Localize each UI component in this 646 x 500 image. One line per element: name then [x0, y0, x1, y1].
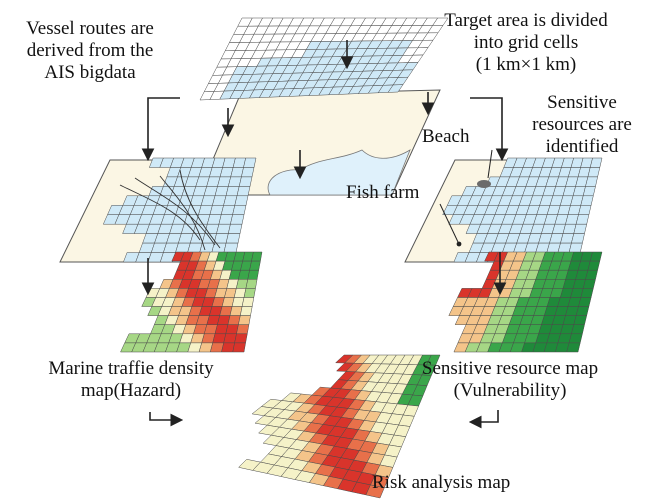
traffic-density-grid [120, 251, 263, 353]
grid-cell [585, 269, 598, 280]
grid-cell [247, 269, 259, 280]
grid-cell [211, 242, 227, 253]
fish-farm-pointer [439, 203, 459, 243]
grid-cell [234, 333, 248, 344]
grid-cell [241, 167, 255, 178]
grid-cell [239, 306, 253, 316]
grid-cell [232, 205, 247, 215]
grid-cell [568, 333, 583, 344]
grid-cell [238, 315, 251, 325]
grid-cell [573, 315, 588, 325]
grid-cell [575, 214, 590, 225]
target-area-base-layer [197, 89, 441, 196]
flow-arrows [141, 40, 509, 429]
grid-cell [587, 260, 601, 271]
grid-cell [387, 84, 404, 93]
grid-cell [225, 324, 239, 335]
risk-analysis-map-label: Risk analysis map [372, 472, 511, 493]
grid-cell [249, 260, 261, 271]
traffic-density-map-label: Marine traffie density map(Hazard) [48, 358, 214, 401]
grid-cell [578, 297, 592, 307]
grid-cell [243, 157, 257, 168]
arrow-vulnerability-to-risk [468, 410, 499, 429]
fish-farm-marker [456, 241, 462, 247]
grid-cell [571, 324, 585, 335]
grid-cell [582, 186, 596, 197]
grid-cell [223, 333, 237, 344]
beach-label: Beach [422, 126, 470, 147]
grid-cell [245, 279, 258, 289]
arrow-vessel-to-map [141, 97, 180, 162]
grid-cell [236, 324, 250, 335]
grid-cell [230, 214, 245, 225]
arrow-hazard-to-risk [149, 412, 184, 427]
risk-analysis-grid [238, 354, 441, 499]
fish-farm-label: Fish farm [346, 182, 420, 203]
grid-cell [251, 251, 263, 262]
grid-cell [566, 342, 581, 353]
grid-cell [582, 279, 596, 289]
grid-cell [585, 176, 598, 187]
grid-cell [225, 233, 241, 244]
grid-cell [232, 342, 246, 353]
arrow-target-to-sensitive [470, 97, 509, 162]
grid-cell [580, 195, 594, 206]
grid-cell [571, 233, 585, 244]
grid-cell [575, 306, 590, 316]
target-area-grid [199, 17, 449, 101]
grid-cell [241, 297, 255, 307]
grid-cell [221, 342, 235, 353]
grid-cell [236, 186, 251, 197]
grid-cell [365, 484, 385, 499]
grid-cell [578, 205, 592, 215]
grid-cell [216, 223, 231, 234]
beach-pointer [487, 149, 493, 179]
resource-vulnerability-grid [448, 251, 603, 353]
grid-cell [234, 195, 249, 206]
target-area-label: Target area is divided into grid cells (… [444, 10, 608, 75]
grid-cell [573, 223, 588, 234]
sensitive-resources-label: Sensitive resources are identified [532, 92, 632, 157]
beach-marker [477, 180, 491, 188]
grid-cell [238, 176, 253, 187]
grid-cell [580, 288, 594, 298]
vessel-route-lines [119, 169, 221, 251]
grid-cell [229, 306, 243, 316]
grid-cell [223, 242, 239, 253]
sensitive-resource-map-label: Sensitive resource map (Vulnerability) [421, 358, 599, 401]
vessel-routes-label: Vessel routes are derived from the AIS b… [26, 18, 154, 83]
grid-cell [587, 167, 601, 178]
grid-cell [227, 223, 243, 234]
grid-cell [568, 242, 583, 253]
grid-cell [243, 288, 256, 298]
